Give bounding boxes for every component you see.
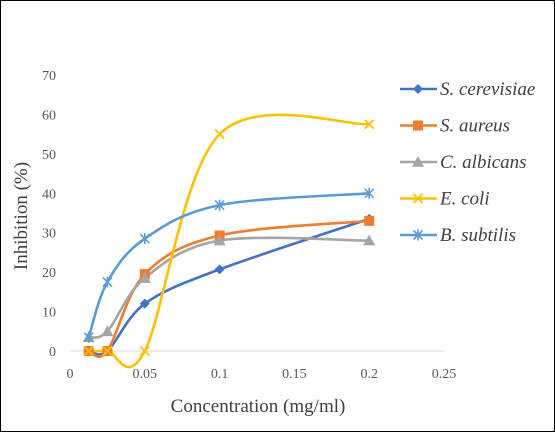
- y-tick-label: 70: [42, 69, 56, 84]
- y-tick-label: 60: [42, 108, 56, 123]
- legend-marker: [413, 84, 423, 94]
- x-tick-label: 0.1: [211, 367, 229, 382]
- legend-item-s-aureus: S. aureus: [400, 116, 510, 137]
- y-tick-label: 50: [42, 148, 56, 163]
- y-tick-label: 30: [42, 227, 56, 242]
- data-point-e-coli: [215, 130, 224, 139]
- legend-label: C. albicans: [440, 152, 527, 173]
- data-point-b-subtilis: [140, 233, 149, 244]
- y-tick-labels: 0 10 20 30 40 50 60 70: [42, 69, 56, 360]
- series-line-c-albicans: [89, 238, 370, 338]
- legend-item-b-subtilis: B. subtilis: [400, 225, 516, 246]
- data-point-b-subtilis: [103, 277, 112, 288]
- y-tick-label: 40: [42, 187, 56, 202]
- x-tick-labels: 0 0.05 0.1 0.15 0.2 0.25: [67, 367, 457, 382]
- y-axis-title: Inhibition (%): [11, 162, 32, 270]
- legend-label: S. cerevisiae: [440, 79, 535, 100]
- series-line-e-coli: [89, 115, 370, 367]
- y-tick-label: 0: [49, 345, 56, 360]
- x-tick-label: 0.2: [360, 367, 378, 382]
- x-tick-label: 0: [67, 367, 74, 382]
- x-axis-title: Concentration (mg/ml): [171, 396, 346, 417]
- legend-item-s-cerevisiae: S. cerevisiae: [400, 79, 535, 100]
- legend-label: S. aureus: [440, 116, 510, 137]
- legend-label: B. subtilis: [440, 225, 516, 246]
- y-tick-label: 20: [42, 266, 56, 281]
- series-markers: [83, 120, 376, 356]
- x-tick-label: 0.15: [282, 367, 307, 382]
- data-point-s-cerevisiae: [215, 264, 225, 274]
- x-tick-label: 0.05: [133, 367, 158, 382]
- x-tick-label: 0.25: [432, 367, 457, 382]
- legend: S. cerevisiae S. aureus C. albicans E. coli…: [400, 79, 535, 246]
- legend-item-c-albicans: C. albicans: [400, 152, 527, 173]
- legend-item-e-coli: E. coli: [400, 189, 490, 210]
- series-lines: [89, 115, 370, 367]
- data-point-s-aureus: [364, 216, 374, 226]
- series-line-s-aureus: [89, 221, 370, 357]
- y-tick-label: 10: [42, 306, 56, 321]
- legend-marker: [413, 121, 423, 131]
- legend-label: E. coli: [439, 189, 490, 210]
